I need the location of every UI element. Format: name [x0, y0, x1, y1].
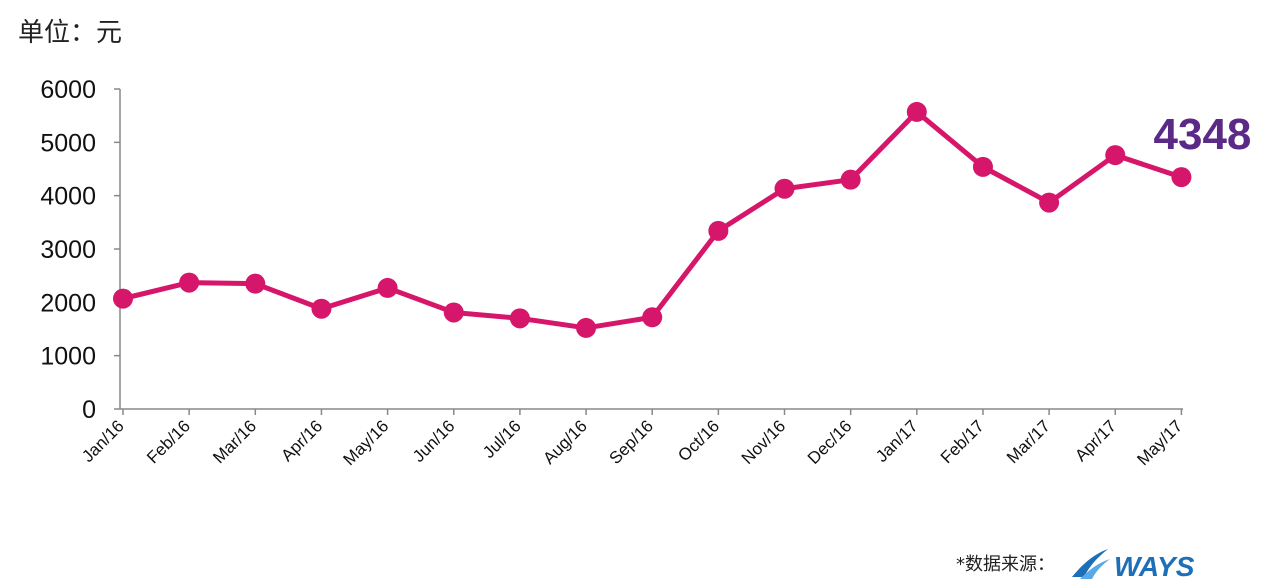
series-line	[113, 101, 1192, 338]
data-point	[377, 277, 398, 298]
data-point	[509, 308, 530, 329]
data-point	[1039, 192, 1060, 213]
data-point	[972, 156, 993, 177]
x-tick-label: Apr/17	[1071, 416, 1120, 465]
y-tick-label: 1000	[40, 343, 96, 371]
x-tick-label: Sep/16	[605, 416, 657, 468]
annotation: 4348	[1154, 110, 1252, 159]
logo-swoosh-icon	[1080, 559, 1110, 579]
data-point	[576, 317, 597, 338]
y-tick-label: 5000	[40, 129, 96, 157]
y-tick-label: 2000	[40, 289, 96, 317]
callout-label: 4348	[1154, 110, 1252, 159]
data-point	[1105, 145, 1126, 166]
logo-text: WAYS	[1114, 551, 1195, 582]
x-tick-label: Apr/16	[277, 416, 326, 465]
data-point	[708, 220, 729, 241]
data-point	[774, 178, 795, 199]
series-polyline	[122, 109, 1183, 331]
data-point	[311, 298, 332, 319]
x-tick-label: Jun/16	[409, 416, 459, 466]
x-axis: Jan/16 Feb/16 Mar/16 Apr/16 May/16 Jun/16 Jul/…	[78, 408, 1186, 469]
x-tick-label: Mar/16	[209, 416, 260, 467]
x-tick-label: Feb/16	[143, 416, 194, 467]
data-point	[642, 307, 663, 328]
source-label: *数据来源：	[956, 554, 1055, 575]
logo-swoosh-icon	[1072, 549, 1108, 577]
x-tick-label: Nov/16	[738, 416, 790, 468]
x-tick-label: Oct/16	[674, 416, 723, 465]
y-tick-label: 4000	[40, 183, 96, 211]
ways-logo: WAYS	[1072, 549, 1195, 582]
data-point	[245, 273, 266, 294]
x-tick-label: Mar/17	[1003, 416, 1054, 467]
x-tick-label: May/16	[340, 416, 393, 469]
x-tick-label: Jul/16	[479, 416, 525, 462]
x-tick-label: Dec/16	[804, 416, 856, 468]
data-point	[840, 169, 861, 190]
y-tick-label: 0	[82, 396, 96, 424]
x-tick-label: Feb/17	[937, 416, 988, 467]
unit-label: 单位：元	[18, 18, 123, 48]
y-tick-label: 3000	[40, 236, 96, 264]
y-tick-label: 6000	[40, 76, 96, 104]
x-tick-label: May/17	[1133, 416, 1186, 469]
data-point	[179, 272, 200, 293]
data-point	[113, 288, 133, 309]
x-tick-label: Aug/16	[539, 416, 591, 468]
x-tick-label: Jan/17	[872, 416, 922, 466]
data-point	[906, 101, 927, 122]
y-axis: 0 1000 2000 3000 4000 5000 6000	[40, 76, 121, 424]
data-point	[1171, 167, 1192, 188]
data-point	[443, 302, 464, 323]
